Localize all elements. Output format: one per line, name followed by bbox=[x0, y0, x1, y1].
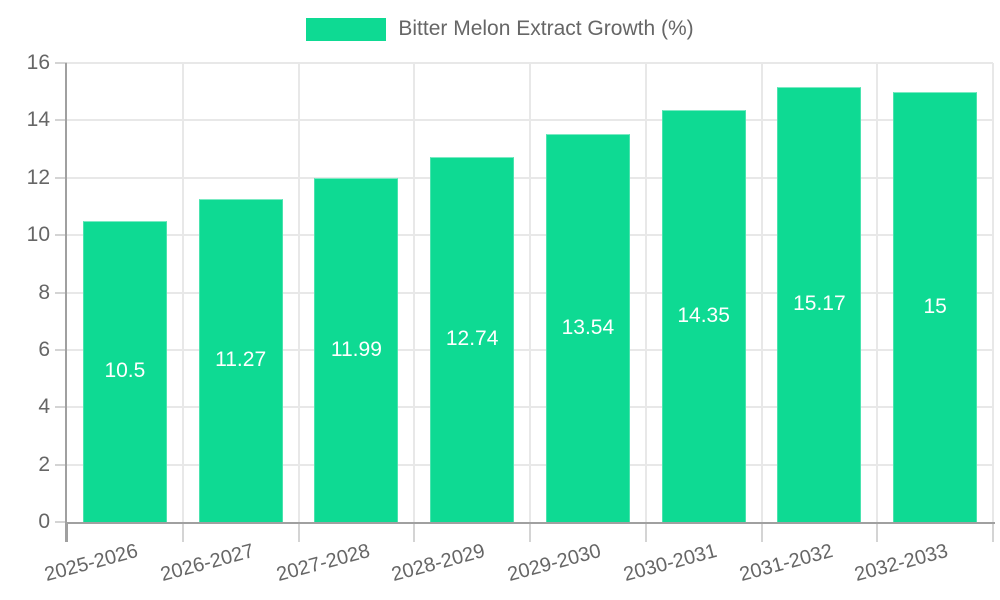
gridline-x bbox=[876, 63, 879, 522]
bar-value-label: 10.5 bbox=[104, 359, 146, 383]
gridline-x bbox=[760, 63, 763, 522]
x-tick bbox=[413, 522, 416, 542]
y-axis-label: 2 bbox=[38, 452, 50, 476]
bar-value-label: 15 bbox=[923, 294, 947, 318]
y-axis-label: 8 bbox=[38, 280, 50, 304]
gridline-x bbox=[992, 63, 994, 522]
y-axis-label: 12 bbox=[26, 165, 50, 189]
bar-value-label: 11.27 bbox=[215, 348, 267, 372]
y-tick bbox=[55, 234, 67, 237]
y-tick bbox=[55, 291, 67, 294]
gridline-x bbox=[644, 63, 647, 522]
y-axis-label: 0 bbox=[38, 510, 50, 533]
gridline-x bbox=[297, 63, 300, 522]
bar[interactable] bbox=[661, 110, 746, 522]
x-axis-label: 2025-2026 bbox=[42, 540, 141, 587]
bar-value-label: 13.54 bbox=[561, 315, 615, 339]
y-tick bbox=[55, 176, 67, 179]
x-axis-label: 2031-2032 bbox=[736, 540, 836, 587]
y-tick bbox=[55, 406, 67, 409]
bar-value-label: 11.99 bbox=[330, 338, 382, 362]
legend[interactable]: Bitter Melon Extract Growth (%) bbox=[0, 17, 1000, 41]
legend-swatch bbox=[306, 17, 387, 41]
y-tick bbox=[55, 62, 67, 64]
y-axis-label: 16 bbox=[26, 51, 50, 74]
x-axis-label: 2027-2028 bbox=[273, 540, 373, 587]
x-axis-label: 2026-2027 bbox=[158, 540, 257, 587]
y-axis-label: 10 bbox=[26, 223, 50, 247]
x-tick bbox=[297, 522, 300, 542]
x-tick bbox=[66, 522, 68, 542]
y-axis-label: 14 bbox=[26, 108, 50, 132]
x-tick bbox=[644, 522, 647, 542]
bar-value-label: 14.35 bbox=[677, 304, 730, 328]
bar[interactable] bbox=[430, 156, 515, 522]
bar[interactable] bbox=[545, 133, 630, 522]
y-tick bbox=[55, 521, 67, 523]
bar-value-label: 12.74 bbox=[445, 327, 499, 351]
y-axis-label: 6 bbox=[38, 337, 50, 361]
y-tick bbox=[55, 348, 67, 351]
x-axis-label: 2032-2033 bbox=[852, 540, 951, 587]
gridline-x bbox=[181, 63, 184, 522]
bar[interactable] bbox=[198, 198, 283, 522]
x-tick bbox=[529, 522, 531, 542]
bar[interactable] bbox=[314, 178, 399, 522]
x-tick bbox=[992, 522, 994, 542]
y-tick bbox=[55, 463, 67, 466]
x-tick bbox=[760, 522, 763, 542]
bar-value-label: 15.17 bbox=[793, 292, 846, 316]
y-axis-label: 4 bbox=[38, 395, 50, 419]
bar[interactable] bbox=[82, 220, 167, 522]
x-axis-line bbox=[65, 522, 995, 524]
x-tick bbox=[876, 522, 879, 542]
y-axis-line bbox=[65, 63, 67, 542]
x-axis-label: 2028-2029 bbox=[389, 540, 488, 587]
x-axis-label: 2029-2030 bbox=[505, 540, 604, 587]
y-tick bbox=[55, 119, 67, 122]
gridline-x bbox=[529, 63, 531, 522]
bar[interactable] bbox=[777, 86, 862, 522]
gridline-x bbox=[413, 63, 416, 522]
x-tick bbox=[181, 522, 184, 542]
legend-label: Bitter Melon Extract Growth (%) bbox=[398, 17, 694, 40]
x-axis-label: 2030-2031 bbox=[621, 540, 720, 587]
bar[interactable] bbox=[893, 91, 978, 522]
